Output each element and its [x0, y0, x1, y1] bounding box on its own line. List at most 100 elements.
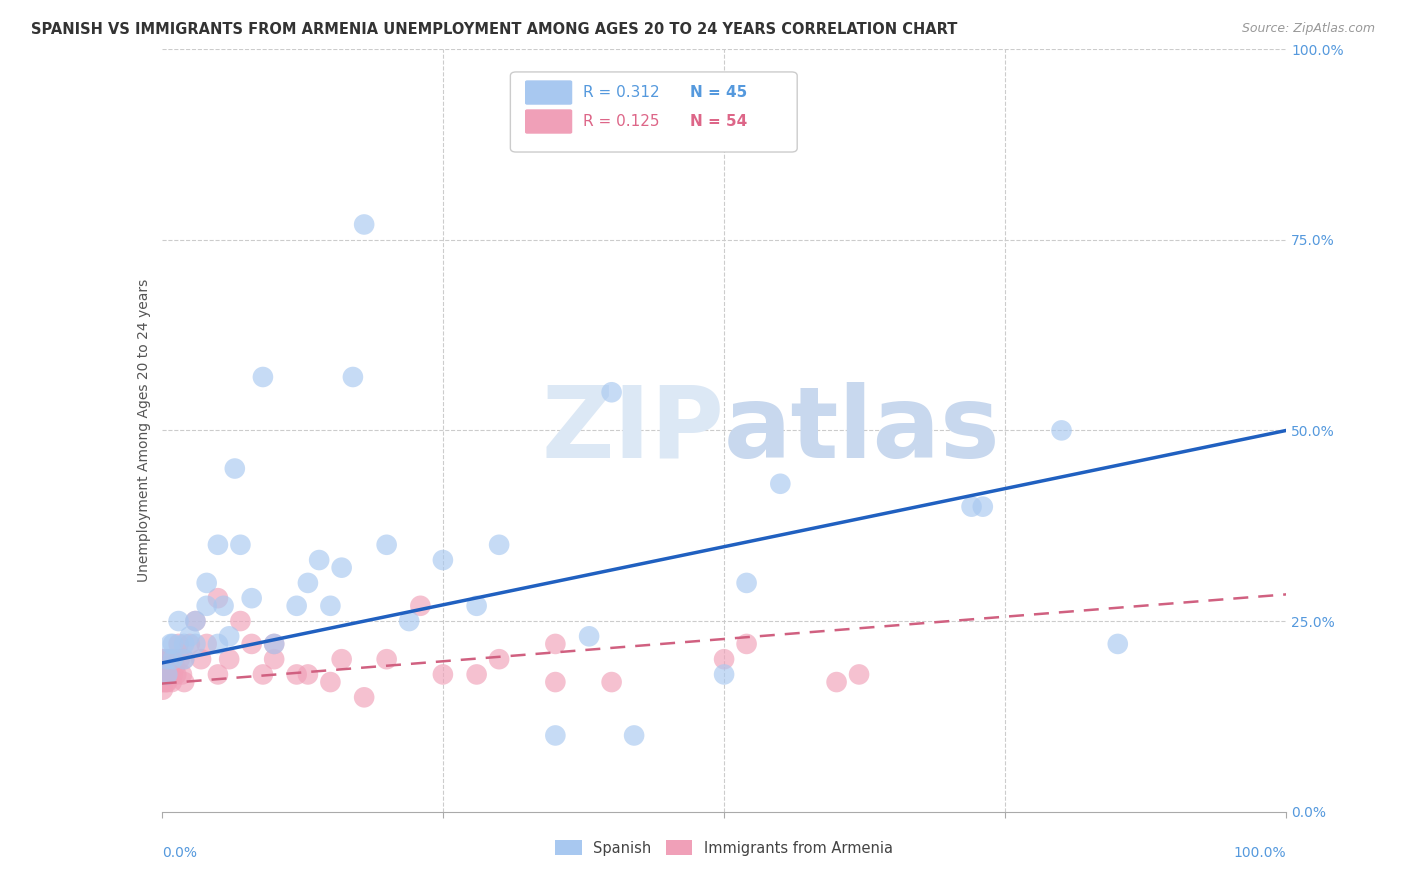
Point — [600, 385, 623, 400]
Point — [162, 652, 184, 666]
Point — [285, 599, 308, 613]
Point — [488, 652, 510, 666]
Point — [179, 629, 201, 643]
Point — [173, 652, 195, 666]
Point — [150, 675, 173, 690]
Text: atlas: atlas — [724, 382, 1001, 479]
Point — [150, 652, 173, 666]
Point — [375, 652, 398, 666]
Point — [330, 652, 353, 666]
Point — [159, 652, 181, 666]
Point — [195, 599, 218, 613]
Point — [353, 218, 375, 232]
Point — [229, 538, 252, 552]
Text: 0.0%: 0.0% — [162, 846, 197, 860]
Point — [623, 728, 645, 742]
Point — [150, 660, 173, 674]
Point — [155, 675, 177, 690]
Point — [195, 576, 218, 591]
Point — [229, 614, 252, 628]
FancyBboxPatch shape — [524, 80, 572, 104]
Y-axis label: Unemployment Among Ages 20 to 24 years: Unemployment Among Ages 20 to 24 years — [136, 279, 150, 582]
Point — [165, 660, 187, 674]
Point — [398, 614, 420, 628]
Point — [156, 652, 179, 666]
Text: ZIP: ZIP — [541, 382, 724, 479]
Point — [972, 500, 994, 514]
Point — [184, 637, 207, 651]
Point — [162, 667, 184, 681]
Point — [488, 538, 510, 552]
Text: R = 0.125: R = 0.125 — [583, 114, 659, 129]
Point — [1050, 424, 1073, 438]
Point — [212, 599, 235, 613]
Point — [159, 667, 181, 681]
Point — [160, 675, 183, 690]
Point — [848, 667, 870, 681]
Point — [207, 637, 229, 651]
FancyBboxPatch shape — [510, 72, 797, 152]
Point — [190, 652, 212, 666]
Point — [207, 667, 229, 681]
Point — [263, 637, 285, 651]
Point — [179, 637, 201, 651]
Point — [169, 652, 191, 666]
Point — [173, 675, 195, 690]
Point — [195, 637, 218, 651]
Point — [153, 660, 176, 674]
Point — [735, 637, 758, 651]
Point — [735, 576, 758, 591]
Point — [432, 553, 454, 567]
Point — [713, 652, 735, 666]
Point — [409, 599, 432, 613]
Text: 100.0%: 100.0% — [1234, 846, 1286, 860]
Point — [1107, 637, 1129, 651]
Text: SPANISH VS IMMIGRANTS FROM ARMENIA UNEMPLOYMENT AMONG AGES 20 TO 24 YEARS CORREL: SPANISH VS IMMIGRANTS FROM ARMENIA UNEMP… — [31, 22, 957, 37]
Point — [157, 667, 180, 681]
Point — [600, 675, 623, 690]
Point — [713, 667, 735, 681]
Point — [240, 637, 263, 651]
Point — [330, 560, 353, 574]
Point — [218, 652, 240, 666]
Point — [308, 553, 330, 567]
Point — [252, 370, 274, 384]
Text: N = 45: N = 45 — [690, 85, 748, 100]
Text: Source: ZipAtlas.com: Source: ZipAtlas.com — [1241, 22, 1375, 36]
Point — [769, 476, 792, 491]
Point — [544, 728, 567, 742]
Point — [825, 675, 848, 690]
Legend: Spanish, Immigrants from Armenia: Spanish, Immigrants from Armenia — [550, 835, 898, 862]
Point — [297, 576, 319, 591]
Point — [578, 629, 600, 643]
Point — [152, 682, 174, 697]
Point — [240, 591, 263, 606]
Point — [153, 675, 176, 690]
Point — [184, 614, 207, 628]
Point — [252, 667, 274, 681]
Point — [544, 675, 567, 690]
Point — [167, 637, 190, 651]
Point — [184, 614, 207, 628]
Point — [544, 637, 567, 651]
Point — [342, 370, 364, 384]
Point — [152, 667, 174, 681]
Point — [224, 461, 246, 475]
Point — [960, 500, 983, 514]
Text: N = 54: N = 54 — [690, 114, 748, 129]
Point — [173, 652, 195, 666]
Point — [153, 667, 176, 681]
Point — [162, 637, 184, 651]
Point — [153, 652, 176, 666]
FancyBboxPatch shape — [524, 110, 572, 134]
Point — [207, 538, 229, 552]
Point — [167, 614, 190, 628]
Point — [218, 629, 240, 643]
Point — [165, 667, 187, 681]
Point — [285, 667, 308, 681]
Point — [465, 599, 488, 613]
Point — [173, 637, 195, 651]
Point — [162, 652, 184, 666]
Point — [156, 660, 179, 674]
Point — [263, 652, 285, 666]
